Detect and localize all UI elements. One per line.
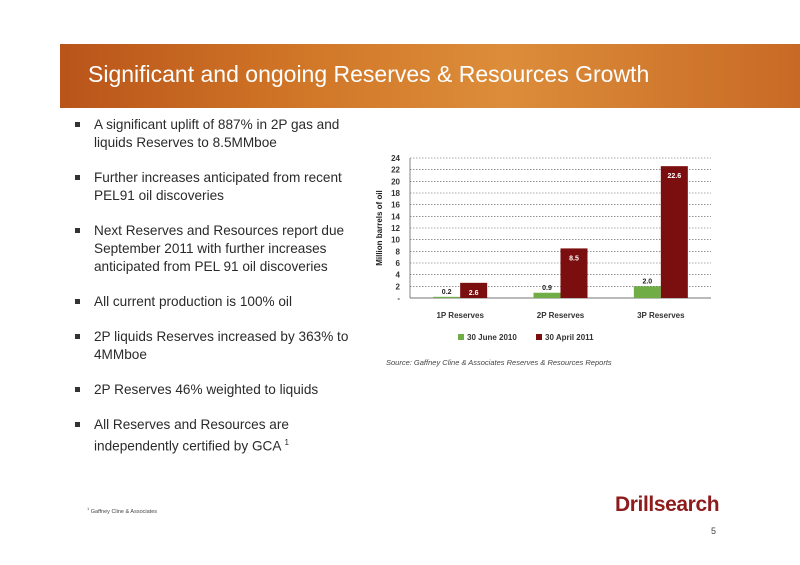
footnote-number: 1 bbox=[87, 506, 90, 511]
legend-label: 30 June 2010 bbox=[467, 333, 517, 342]
data-label: 8.5 bbox=[569, 255, 579, 262]
bar bbox=[633, 286, 661, 298]
title-banner: Significant and ongoing Reserves & Resou… bbox=[60, 44, 800, 108]
bullet-text: A significant uplift of 887% in 2P gas a… bbox=[94, 117, 340, 150]
bullet-text: 2P Reserves 46% weighted to liquids bbox=[94, 382, 319, 397]
footnote-text: Gaffney Cline & Associates bbox=[90, 508, 158, 515]
bar bbox=[533, 292, 561, 298]
footnote-marker: 1 bbox=[284, 438, 289, 447]
y-tick-label: 16 bbox=[391, 201, 400, 210]
slide-title: Significant and ongoing Reserves & Resou… bbox=[88, 61, 650, 87]
y-tick-label: 12 bbox=[391, 224, 400, 233]
page-number: 5 bbox=[711, 526, 717, 536]
bullet-item: Further increases anticipated from recen… bbox=[74, 169, 364, 205]
footnote: 1 Gaffney Cline & Associates bbox=[87, 506, 157, 515]
y-axis-label: Million barrels of oil bbox=[375, 190, 384, 266]
y-tick-label: - bbox=[397, 294, 400, 303]
legend-label: 30 April 2011 bbox=[545, 333, 594, 342]
bullet-item: 2P Reserves 46% weighted to liquids bbox=[74, 381, 364, 399]
bullet-square-icon bbox=[75, 175, 80, 180]
bullet-item: 2P liquids Reserves increased by 363% to… bbox=[74, 328, 364, 364]
bullet-square-icon bbox=[75, 299, 80, 304]
y-tick-label: 24 bbox=[391, 154, 400, 163]
y-tick-label: 2 bbox=[396, 282, 401, 291]
x-tick-label: 3P Reserves bbox=[637, 311, 685, 320]
legend-swatch bbox=[458, 334, 464, 340]
chart-source: Source: Gaffney Cline & Associates Reser… bbox=[386, 358, 612, 367]
bullet-text: All current production is 100% oil bbox=[94, 294, 292, 309]
y-tick-label: 18 bbox=[391, 189, 400, 198]
bar bbox=[560, 248, 588, 298]
bullet-item: All Reserves and Resources are independe… bbox=[74, 416, 364, 456]
y-tick-label: 4 bbox=[396, 271, 401, 280]
bullet-text: Further increases anticipated from recen… bbox=[94, 170, 342, 203]
legend-swatch bbox=[536, 334, 542, 340]
bullet-text: All Reserves and Resources are independe… bbox=[94, 417, 289, 454]
data-label: 2.0 bbox=[642, 278, 652, 285]
y-tick-label: 20 bbox=[391, 177, 400, 186]
drillsearch-logo: Drillsearch bbox=[615, 493, 720, 516]
bar bbox=[460, 282, 488, 298]
y-tick-label: 22 bbox=[391, 166, 400, 175]
bullet-square-icon bbox=[75, 228, 80, 233]
data-label: 0.9 bbox=[542, 285, 552, 292]
x-tick-label: 1P Reserves bbox=[436, 311, 484, 320]
bar bbox=[433, 296, 461, 298]
data-label: 0.2 bbox=[442, 289, 452, 296]
bullet-square-icon bbox=[75, 422, 80, 427]
bullet-square-icon bbox=[75, 122, 80, 127]
bullet-item: A significant uplift of 887% in 2P gas a… bbox=[74, 116, 364, 152]
data-label: 2.6 bbox=[469, 290, 479, 297]
bullet-text: Next Reserves and Resources report due S… bbox=[94, 223, 345, 274]
bar bbox=[660, 166, 688, 298]
bullet-text: 2P liquids Reserves increased by 363% to… bbox=[94, 329, 349, 362]
y-tick-label: 14 bbox=[391, 212, 400, 221]
bullet-item: Next Reserves and Resources report due S… bbox=[74, 222, 364, 276]
y-tick-label: 8 bbox=[396, 247, 401, 256]
x-tick-label: 2P Reserves bbox=[537, 311, 585, 320]
data-label: 22.6 bbox=[668, 173, 682, 180]
bullet-item: All current production is 100% oil bbox=[74, 293, 364, 311]
y-tick-label: 6 bbox=[396, 259, 401, 268]
bullet-list: A significant uplift of 887% in 2P gas a… bbox=[74, 116, 364, 473]
bullet-square-icon bbox=[75, 387, 80, 392]
bullet-square-icon bbox=[75, 334, 80, 339]
y-tick-label: 10 bbox=[391, 236, 400, 245]
